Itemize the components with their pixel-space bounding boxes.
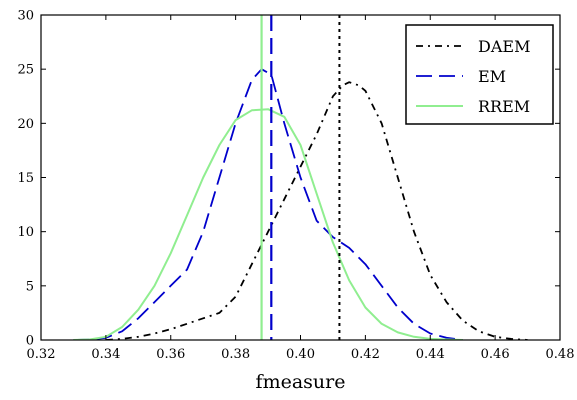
x-tick-label: 0.36 xyxy=(156,347,185,362)
series-line-em xyxy=(73,68,463,340)
x-tick-label: 0.42 xyxy=(351,347,380,362)
x-tick-label: 0.48 xyxy=(546,347,575,362)
axes: 0.32 0.34 0.36 0.38 0.40 0.42 0.44 0.46 0.48 0 5 10… xyxy=(17,9,574,363)
legend-label-em: EM xyxy=(478,67,506,86)
x-tick-label: 0.32 xyxy=(27,347,56,362)
y-tick-label: 20 xyxy=(17,117,34,132)
x-axis-label: fmeasure xyxy=(256,371,346,393)
legend-label-rrem: RREM xyxy=(478,97,530,116)
x-tick-label: 0.38 xyxy=(221,347,250,362)
plot-area xyxy=(73,15,528,340)
plot-inner xyxy=(73,15,528,340)
y-tick-label: 15 xyxy=(17,171,34,186)
x-tick-label: 0.34 xyxy=(91,347,120,362)
legend-label-daem: DAEM xyxy=(478,37,530,56)
y-tick-label: 10 xyxy=(17,225,34,240)
y-tick-label: 5 xyxy=(26,279,34,294)
series-line-rrem xyxy=(73,108,463,340)
series-line-daem xyxy=(105,81,528,340)
x-tick-label: 0.46 xyxy=(481,347,510,362)
legend: DAEM EM RREM xyxy=(405,24,554,125)
y-tick-label: 0 xyxy=(26,334,34,349)
x-tick-label: 0.40 xyxy=(286,347,315,362)
legend-box xyxy=(405,24,554,125)
y-tick-label: 30 xyxy=(17,9,34,24)
x-tick-label: 0.44 xyxy=(416,347,445,362)
y-tick-label: 25 xyxy=(17,63,34,78)
